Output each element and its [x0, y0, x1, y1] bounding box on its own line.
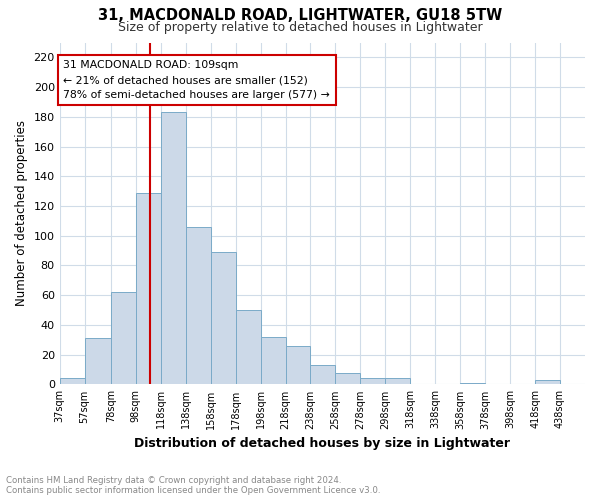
Bar — [111, 292, 136, 384]
Text: 31, MACDONALD ROAD, LIGHTWATER, GU18 5TW: 31, MACDONALD ROAD, LIGHTWATER, GU18 5TW — [98, 8, 502, 22]
X-axis label: Distribution of detached houses by size in Lightwater: Distribution of detached houses by size … — [134, 437, 511, 450]
Bar — [460, 383, 485, 384]
Bar — [59, 378, 85, 384]
Bar — [161, 112, 185, 384]
Text: 31 MACDONALD ROAD: 109sqm
← 21% of detached houses are smaller (152)
78% of semi: 31 MACDONALD ROAD: 109sqm ← 21% of detac… — [64, 60, 330, 100]
Bar — [260, 337, 286, 384]
Bar — [211, 252, 236, 384]
Bar — [286, 346, 310, 385]
Bar — [185, 227, 211, 384]
Bar — [136, 192, 161, 384]
Bar — [236, 310, 260, 384]
Y-axis label: Number of detached properties: Number of detached properties — [15, 120, 28, 306]
Bar — [85, 338, 111, 384]
Bar — [361, 378, 385, 384]
Text: Size of property relative to detached houses in Lightwater: Size of property relative to detached ho… — [118, 21, 482, 34]
Bar — [335, 372, 361, 384]
Text: Contains HM Land Registry data © Crown copyright and database right 2024.
Contai: Contains HM Land Registry data © Crown c… — [6, 476, 380, 495]
Bar — [310, 365, 335, 384]
Bar — [535, 380, 560, 384]
Bar — [385, 378, 410, 384]
